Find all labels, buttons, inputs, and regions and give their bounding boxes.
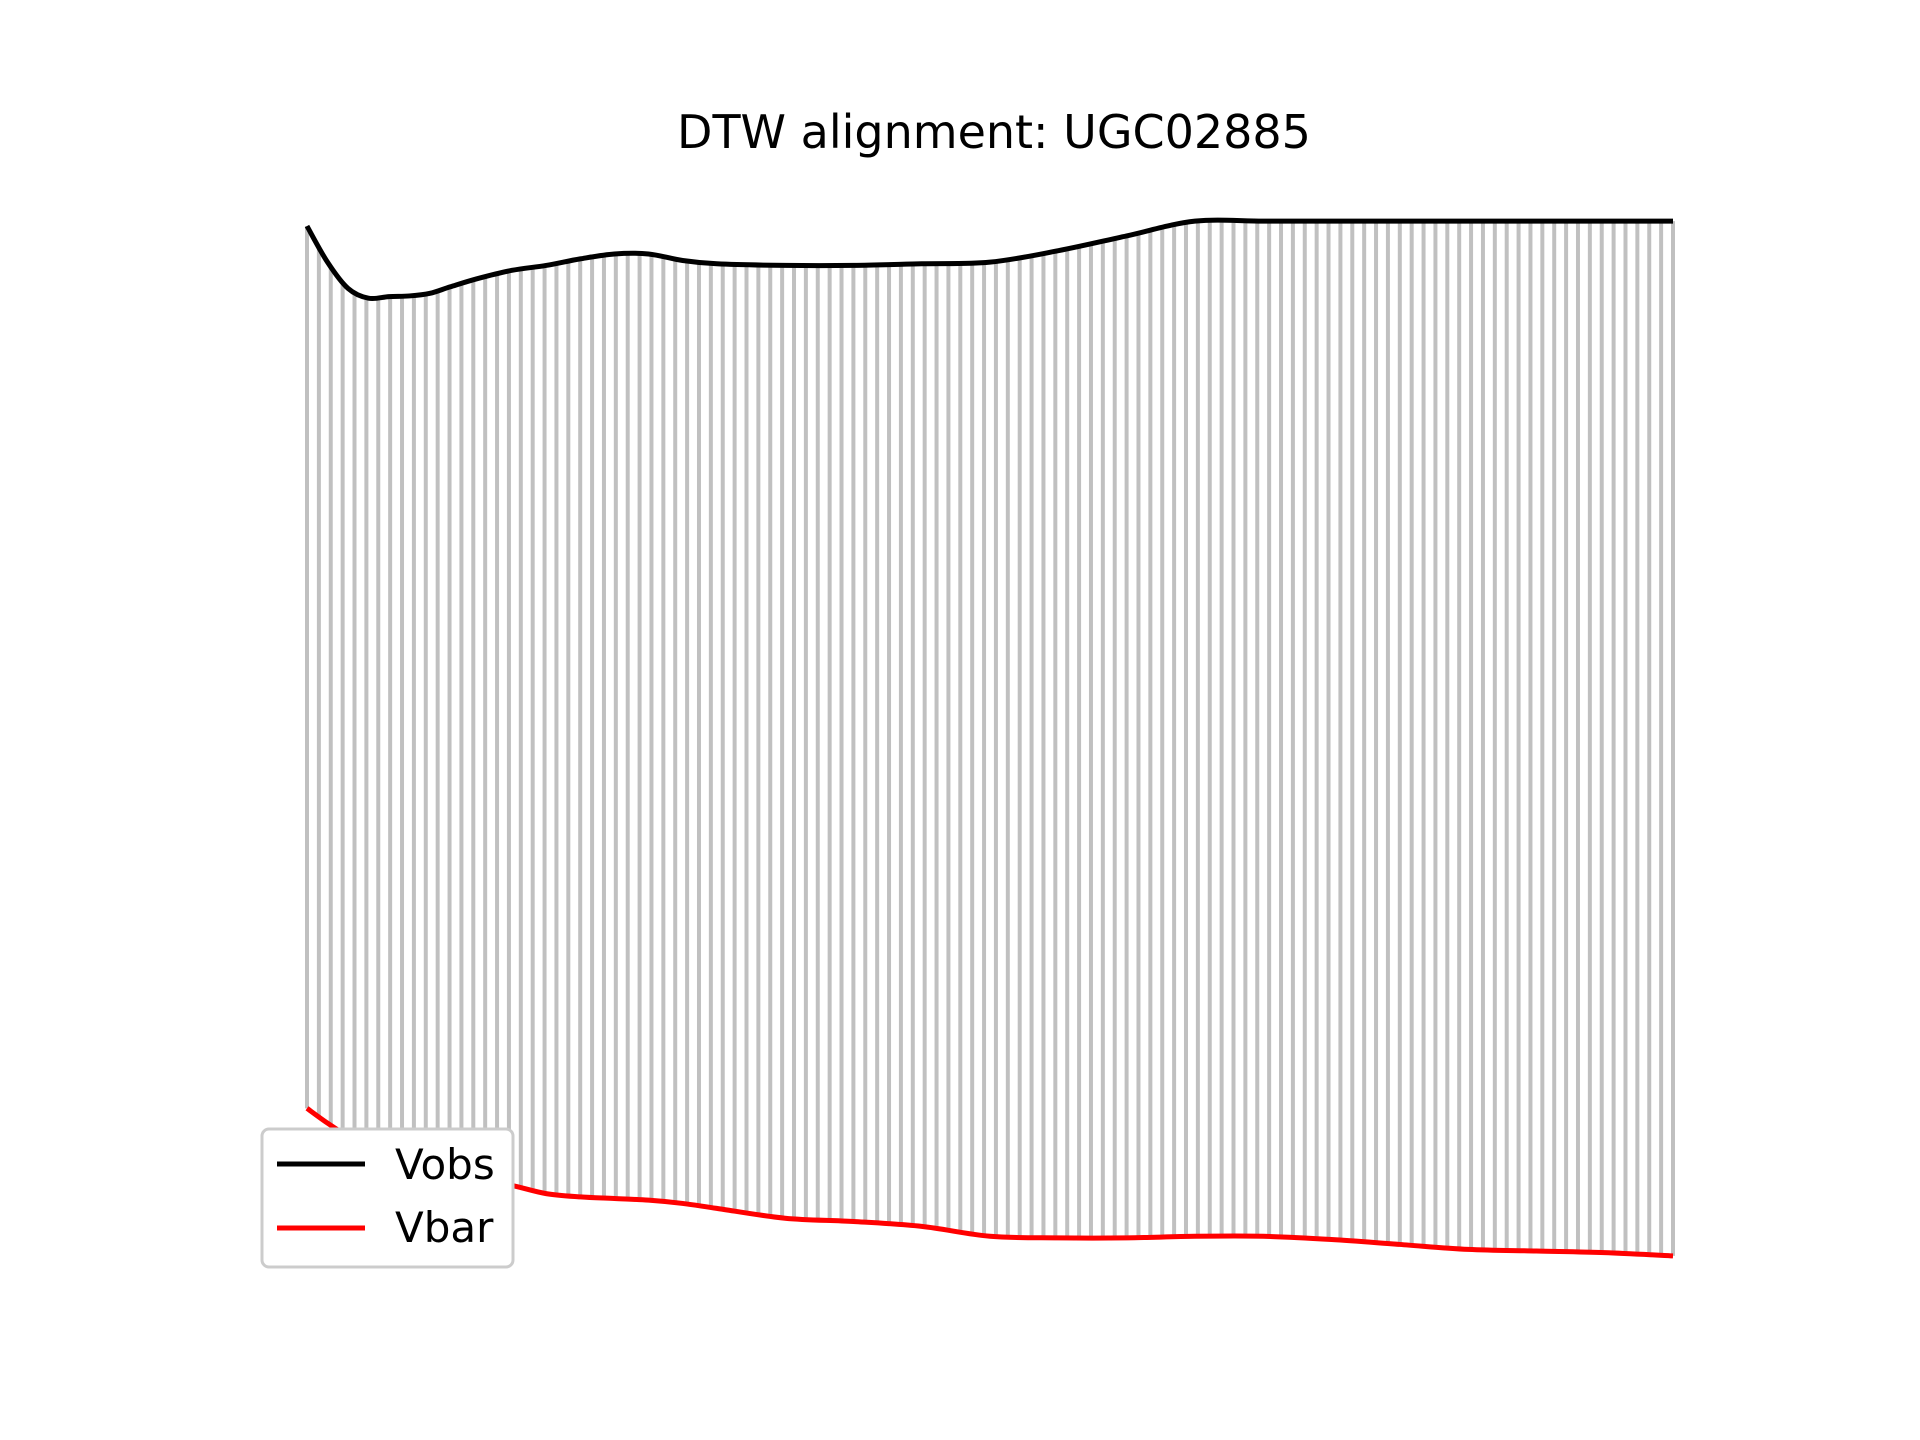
- legend-label-vobs: Vobs: [395, 1140, 495, 1189]
- series-line-vobs: [304, 217, 1673, 302]
- alignment-links: [305, 221, 1675, 1256]
- legend: Vobs Vbar: [260, 1127, 515, 1269]
- chart-title: DTW alignment: UGC02885: [677, 105, 1311, 159]
- series-lines: [304, 217, 1674, 1259]
- legend-label-vbar: Vbar: [395, 1203, 494, 1252]
